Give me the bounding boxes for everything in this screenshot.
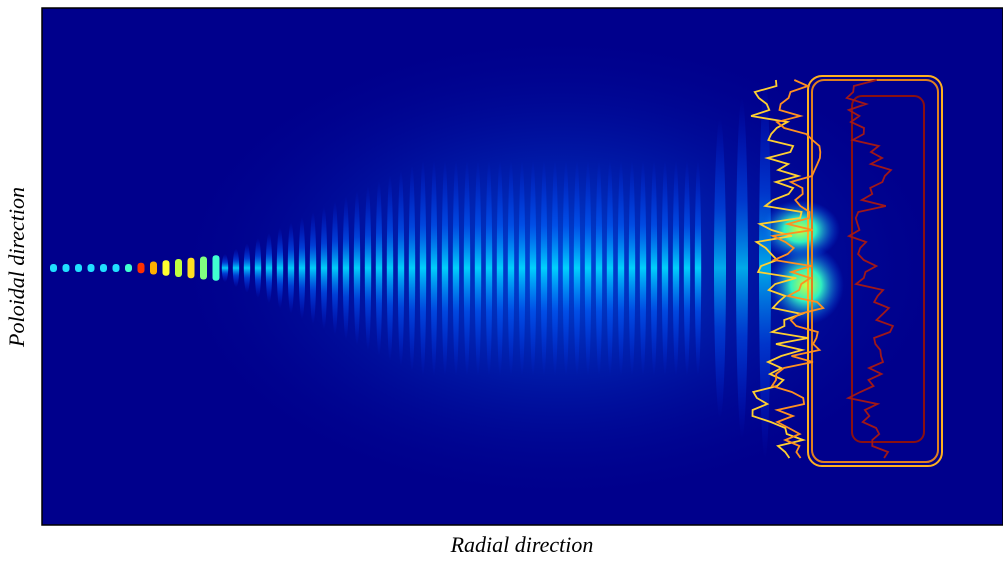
wave-dot: [88, 264, 95, 272]
wave-stripe: [541, 160, 547, 376]
wave-stripe: [519, 160, 525, 376]
wave-dot: [213, 255, 220, 281]
wave-dot: [75, 264, 82, 272]
y-axis-label: Poloidal direction: [4, 187, 29, 348]
wave-stripe: [629, 160, 635, 376]
wave-stripe: [585, 160, 591, 376]
wave-stripe: [552, 160, 558, 376]
wave-stripe: [574, 160, 580, 376]
wave-dot: [125, 264, 132, 272]
wave-stripe: [695, 160, 701, 376]
field-plot: [42, 8, 1003, 525]
wave-stripe: [530, 160, 536, 376]
wave-stripe: [398, 170, 404, 367]
wave-dot: [113, 264, 120, 272]
wave-stripe: [299, 217, 305, 319]
wave-stripe: [343, 196, 349, 340]
wave-stripe: [277, 228, 283, 309]
wave-stripe: [244, 243, 250, 292]
wave-dot: [188, 258, 195, 279]
wave-dot: [150, 262, 157, 275]
figure: Radial direction Poloidal direction: [0, 0, 1003, 559]
wave-stripe: [222, 254, 228, 282]
wave-stripe: [431, 160, 437, 376]
wave-dot: [100, 264, 107, 272]
wave-stripe: [684, 160, 690, 376]
wave-stripe: [321, 206, 327, 329]
wave-stripe: [442, 160, 448, 376]
wave-stripe: [563, 160, 569, 376]
wave-stripe: [736, 98, 748, 438]
wave-stripe: [420, 160, 426, 376]
wave-dot: [163, 260, 170, 276]
wave-stripe: [486, 160, 492, 376]
wave-stripe: [409, 164, 415, 372]
wave-dot: [175, 259, 182, 277]
wave-stripe: [618, 160, 624, 376]
wave-stripe: [673, 160, 679, 376]
wave-stripe: [464, 160, 470, 376]
wave-stripe: [508, 160, 514, 376]
wave-stripe: [354, 191, 360, 346]
wave-stripe: [387, 175, 393, 361]
wave-stripe: [266, 233, 272, 303]
wave-stripe: [596, 160, 602, 376]
wave-stripe: [607, 160, 613, 376]
wave-stripe: [714, 118, 726, 418]
x-axis-label: Radial direction: [450, 532, 594, 557]
wave-stripe: [255, 238, 261, 298]
wave-stripe: [475, 160, 481, 376]
wave-dot: [63, 264, 70, 272]
wave-stripe: [376, 180, 382, 356]
wave-stripe: [640, 160, 646, 376]
wave-stripe: [662, 160, 668, 376]
wave-dot: [200, 257, 207, 280]
wave-stripe: [310, 212, 316, 324]
wave-stripe: [453, 160, 459, 376]
wave-stripe: [365, 185, 371, 350]
wave-stripe: [233, 249, 239, 288]
wave-stripe: [332, 201, 338, 335]
wave-stripe: [288, 222, 294, 313]
wave-stripe: [497, 160, 503, 376]
wave-dot: [50, 264, 57, 272]
wave-stripe: [651, 160, 657, 376]
wave-dot: [138, 263, 145, 274]
